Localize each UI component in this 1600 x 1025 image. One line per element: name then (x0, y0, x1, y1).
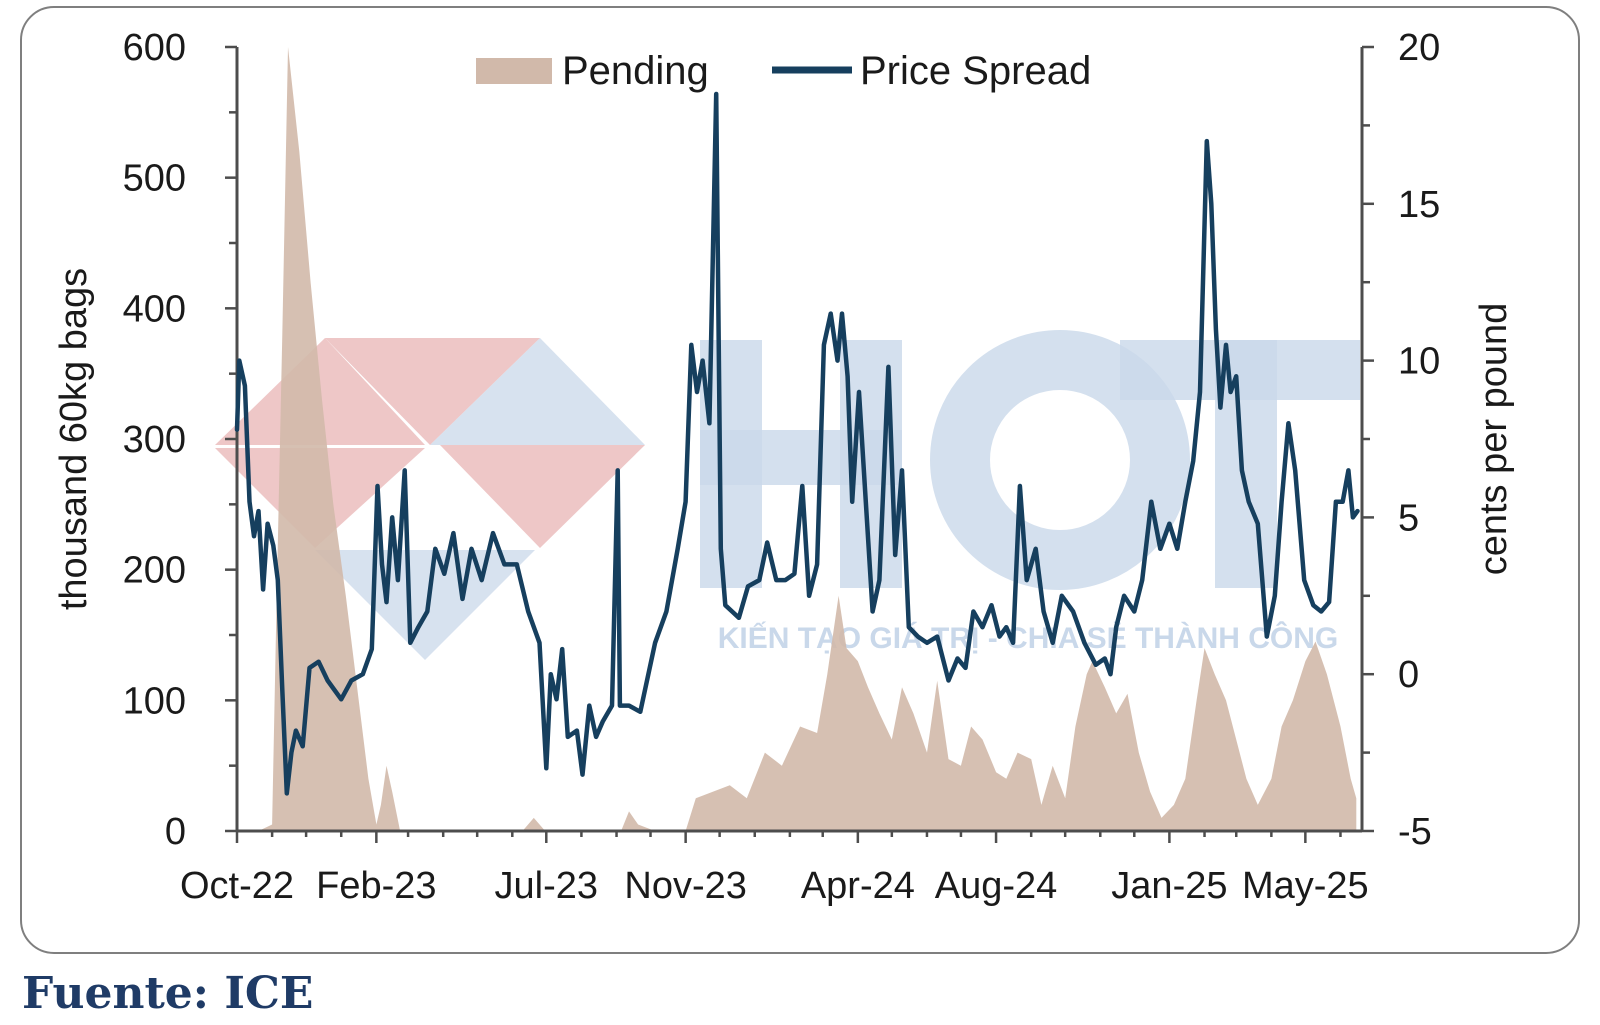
right-tick-label: 10 (1398, 341, 1440, 383)
watermark-h-bar (700, 430, 902, 485)
x-tick-label: Feb-23 (316, 865, 436, 907)
left-tick-label: 0 (165, 811, 186, 853)
legend-pending-swatch (476, 58, 552, 84)
price-spread-line (234, 91, 1360, 796)
x-tick-label: Nov-23 (624, 865, 747, 907)
legend: Pending Price Spread (476, 49, 1091, 93)
price-spread-layer (234, 91, 1360, 796)
right-tick-label: -5 (1398, 811, 1432, 853)
hct-watermark: KIẾN TẠO GIÁ TRỊ - CHIA SẺ THÀNH CÔNG (215, 330, 1360, 660)
watermark-red-triangle-top (325, 338, 540, 445)
left-tick-label: 300 (123, 419, 186, 461)
legend-pending-label: Pending (562, 49, 709, 93)
x-tick-label: Jul-23 (495, 865, 599, 907)
x-tick-label: Aug-24 (935, 865, 1058, 907)
watermark-blue-triangle-top (430, 338, 645, 445)
pending-area-layer (237, 47, 1357, 831)
watermark-c-ring (930, 330, 1190, 590)
right-tick-label: 0 (1398, 654, 1419, 696)
x-tick-label: Oct-22 (180, 865, 294, 907)
axes: 0 100 200 300 400 500 600 -5 0 5 10 15 20 Oct-22 Feb-2… (53, 27, 1515, 907)
source-note: Fuente: ICE (22, 968, 314, 1019)
left-tick-label: 400 (123, 288, 186, 330)
legend-price-spread-label: Price Spread (860, 49, 1091, 93)
pending-area (237, 47, 1357, 831)
left-axis-title: thousand 60kg bags (53, 268, 95, 610)
right-tick-label: 20 (1398, 27, 1440, 69)
x-tick-label: Jan-25 (1111, 865, 1227, 907)
right-tick-label: 5 (1398, 497, 1419, 539)
right-axis-title: cents per pound (1473, 303, 1515, 576)
left-tick-label: 200 (123, 550, 186, 592)
watermark-tagline: KIẾN TẠO GIÁ TRỊ - CHIA SẺ THÀNH CÔNG (718, 621, 1339, 655)
left-tick-label: 100 (123, 680, 186, 722)
x-tick-label: May-25 (1242, 865, 1369, 907)
left-tick-label: 500 (123, 158, 186, 200)
right-tick-label: 15 (1398, 184, 1440, 226)
watermark-red-triangle-right (440, 445, 645, 548)
watermark-t-stem (1215, 340, 1277, 588)
x-tick-label: Apr-24 (801, 865, 915, 907)
left-tick-label: 600 (123, 27, 186, 69)
